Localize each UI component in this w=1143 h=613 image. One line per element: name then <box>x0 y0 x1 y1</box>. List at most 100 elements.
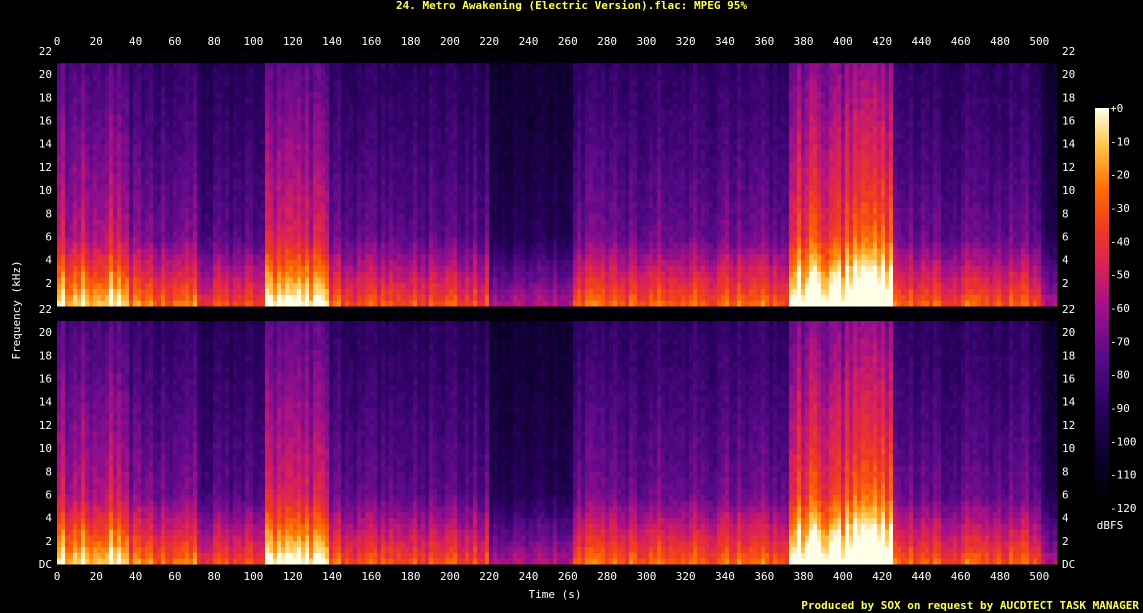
y-tick-label-left: 10 <box>39 184 52 197</box>
y-tick-label-right: 14 <box>1062 396 1076 409</box>
colorbar-tick-label: -70 <box>1110 335 1130 348</box>
y-tick-label-right: 4 <box>1062 512 1069 525</box>
x-tick-label-top: 300 <box>636 35 656 48</box>
x-tick-label-top: 320 <box>676 35 696 48</box>
x-tick-label-top: 180 <box>401 35 421 48</box>
x-tick-label-bottom: 340 <box>715 570 735 583</box>
x-tick-label-top: 380 <box>794 35 814 48</box>
colorbar-tick-label: -10 <box>1110 135 1130 148</box>
y-tick-label-right: 8 <box>1062 465 1069 478</box>
x-tick-label-bottom: 440 <box>912 570 932 583</box>
y-tick-label-left: 4 <box>45 512 52 525</box>
x-tick-label-top: 400 <box>833 35 853 48</box>
x-tick-label-bottom: 480 <box>990 570 1010 583</box>
y-tick-label-left: 12 <box>39 161 52 174</box>
y-tick-label-left: 4 <box>45 254 52 267</box>
x-tick-label-top: 480 <box>990 35 1010 48</box>
y-tick-label-right: 22 <box>1062 303 1075 316</box>
y-tick-label-right: 12 <box>1062 419 1075 432</box>
x-tick-label-top: 460 <box>951 35 971 48</box>
y-tick-label-right: 2 <box>1062 535 1069 548</box>
x-tick-label-top: 80 <box>208 35 221 48</box>
x-tick-label-top: 360 <box>754 35 774 48</box>
y-tick-label-left: 10 <box>39 442 52 455</box>
y-tick-label-left: 14 <box>39 138 53 151</box>
y-tick-label-left: 16 <box>39 115 52 128</box>
colorbar-label: dBFS <box>1097 519 1124 532</box>
x-tick-label-top: 140 <box>322 35 342 48</box>
x-tick-label-bottom: 380 <box>794 570 814 583</box>
x-tick-label-bottom: 400 <box>833 570 853 583</box>
y-tick-label-right: 18 <box>1062 349 1075 362</box>
y-tick-label-left: 6 <box>45 488 52 501</box>
x-tick-label-bottom: 120 <box>283 570 303 583</box>
x-axis-label: Time (s) <box>529 588 582 601</box>
x-tick-label-bottom: 20 <box>90 570 103 583</box>
y-tick-label-right: 16 <box>1062 115 1075 128</box>
colorbar-tick-label: -90 <box>1110 402 1130 415</box>
colorbar-tick-label: -100 <box>1110 435 1137 448</box>
x-tick-label-top: 220 <box>479 35 499 48</box>
y-tick-label-left: 14 <box>39 396 53 409</box>
y-tick-label-right: 8 <box>1062 207 1069 220</box>
x-tick-label-bottom: 260 <box>558 570 578 583</box>
colorbar-tick-label: -40 <box>1110 235 1130 248</box>
colorbar-ticks: +0-10-20-30-40-50-60-70-80-90-100-110-12… <box>1110 102 1137 515</box>
y-tick-label-left: DC <box>39 558 52 571</box>
x-tick-label-bottom: 0 <box>54 570 61 583</box>
x-tick-label-top: 260 <box>558 35 578 48</box>
y-tick-label-right: 10 <box>1062 184 1075 197</box>
y-tick-label-right: 20 <box>1062 326 1075 339</box>
y-tick-label-right: 10 <box>1062 442 1075 455</box>
x-tick-label-bottom: 500 <box>1029 570 1049 583</box>
x-tick-label-top: 60 <box>168 35 181 48</box>
x-tick-label-top: 420 <box>872 35 892 48</box>
y-tick-label-left: 16 <box>39 373 52 386</box>
x-tick-label-top: 340 <box>715 35 735 48</box>
x-tick-label-bottom: 200 <box>440 570 460 583</box>
y-tick-label-left: 8 <box>45 465 52 478</box>
x-tick-label-bottom: 420 <box>872 570 892 583</box>
x-tick-label-top: 240 <box>519 35 539 48</box>
y-tick-label-right: 4 <box>1062 254 1069 267</box>
y-tick-label-right: 2 <box>1062 277 1069 290</box>
x-axis-bottom: 0 20 40 60 80 100 120 140 160 180 200 220 240 260 280 3… <box>54 570 1050 583</box>
y-tick-label-right: 16 <box>1062 373 1075 386</box>
y-tick-label-right: DC <box>1062 558 1075 571</box>
y-tick-label-left: 22 <box>39 303 52 316</box>
x-tick-label-top: 280 <box>597 35 617 48</box>
colorbar-tick-label: -110 <box>1110 469 1137 482</box>
y-tick-label-right: 20 <box>1062 68 1075 81</box>
x-tick-label-bottom: 40 <box>129 570 142 583</box>
x-tick-label-top: 160 <box>361 35 381 48</box>
y-tick-label-left: 6 <box>45 230 52 243</box>
y-tick-label-right: 14 <box>1062 138 1076 151</box>
x-tick-label-bottom: 60 <box>168 570 181 583</box>
y-tick-label-right: 22 <box>1062 45 1075 58</box>
x-tick-label-top: 40 <box>129 35 142 48</box>
y-tick-label-left: 2 <box>45 535 52 548</box>
colorbar-tick-label: -60 <box>1110 302 1130 315</box>
x-tick-label-bottom: 100 <box>244 570 264 583</box>
x-tick-label-bottom: 220 <box>479 570 499 583</box>
x-tick-label-bottom: 180 <box>401 570 421 583</box>
x-tick-label-bottom: 360 <box>754 570 774 583</box>
x-tick-label-bottom: 140 <box>322 570 342 583</box>
y-tick-label-right: 18 <box>1062 91 1075 104</box>
y-tick-label-left: 18 <box>39 91 52 104</box>
footer-credit: Produced by SOX on request by AUCDTECT T… <box>801 600 1139 612</box>
colorbar-tick-label: -120 <box>1110 502 1137 515</box>
x-tick-label-bottom: 320 <box>676 570 696 583</box>
y-tick-label-left: 8 <box>45 207 52 220</box>
x-tick-label-top: 0 <box>54 35 61 48</box>
x-tick-label-top: 200 <box>440 35 460 48</box>
y-tick-label-right: 12 <box>1062 161 1075 174</box>
colorbar <box>1095 108 1109 508</box>
x-tick-label-top: 440 <box>912 35 932 48</box>
y-tick-label-left: 18 <box>39 349 52 362</box>
x-tick-label-top: 500 <box>1029 35 1049 48</box>
x-axis-top: 0 20 40 60 80 100 120 140 160 180 200 220 240 260 280 3… <box>54 35 1050 48</box>
